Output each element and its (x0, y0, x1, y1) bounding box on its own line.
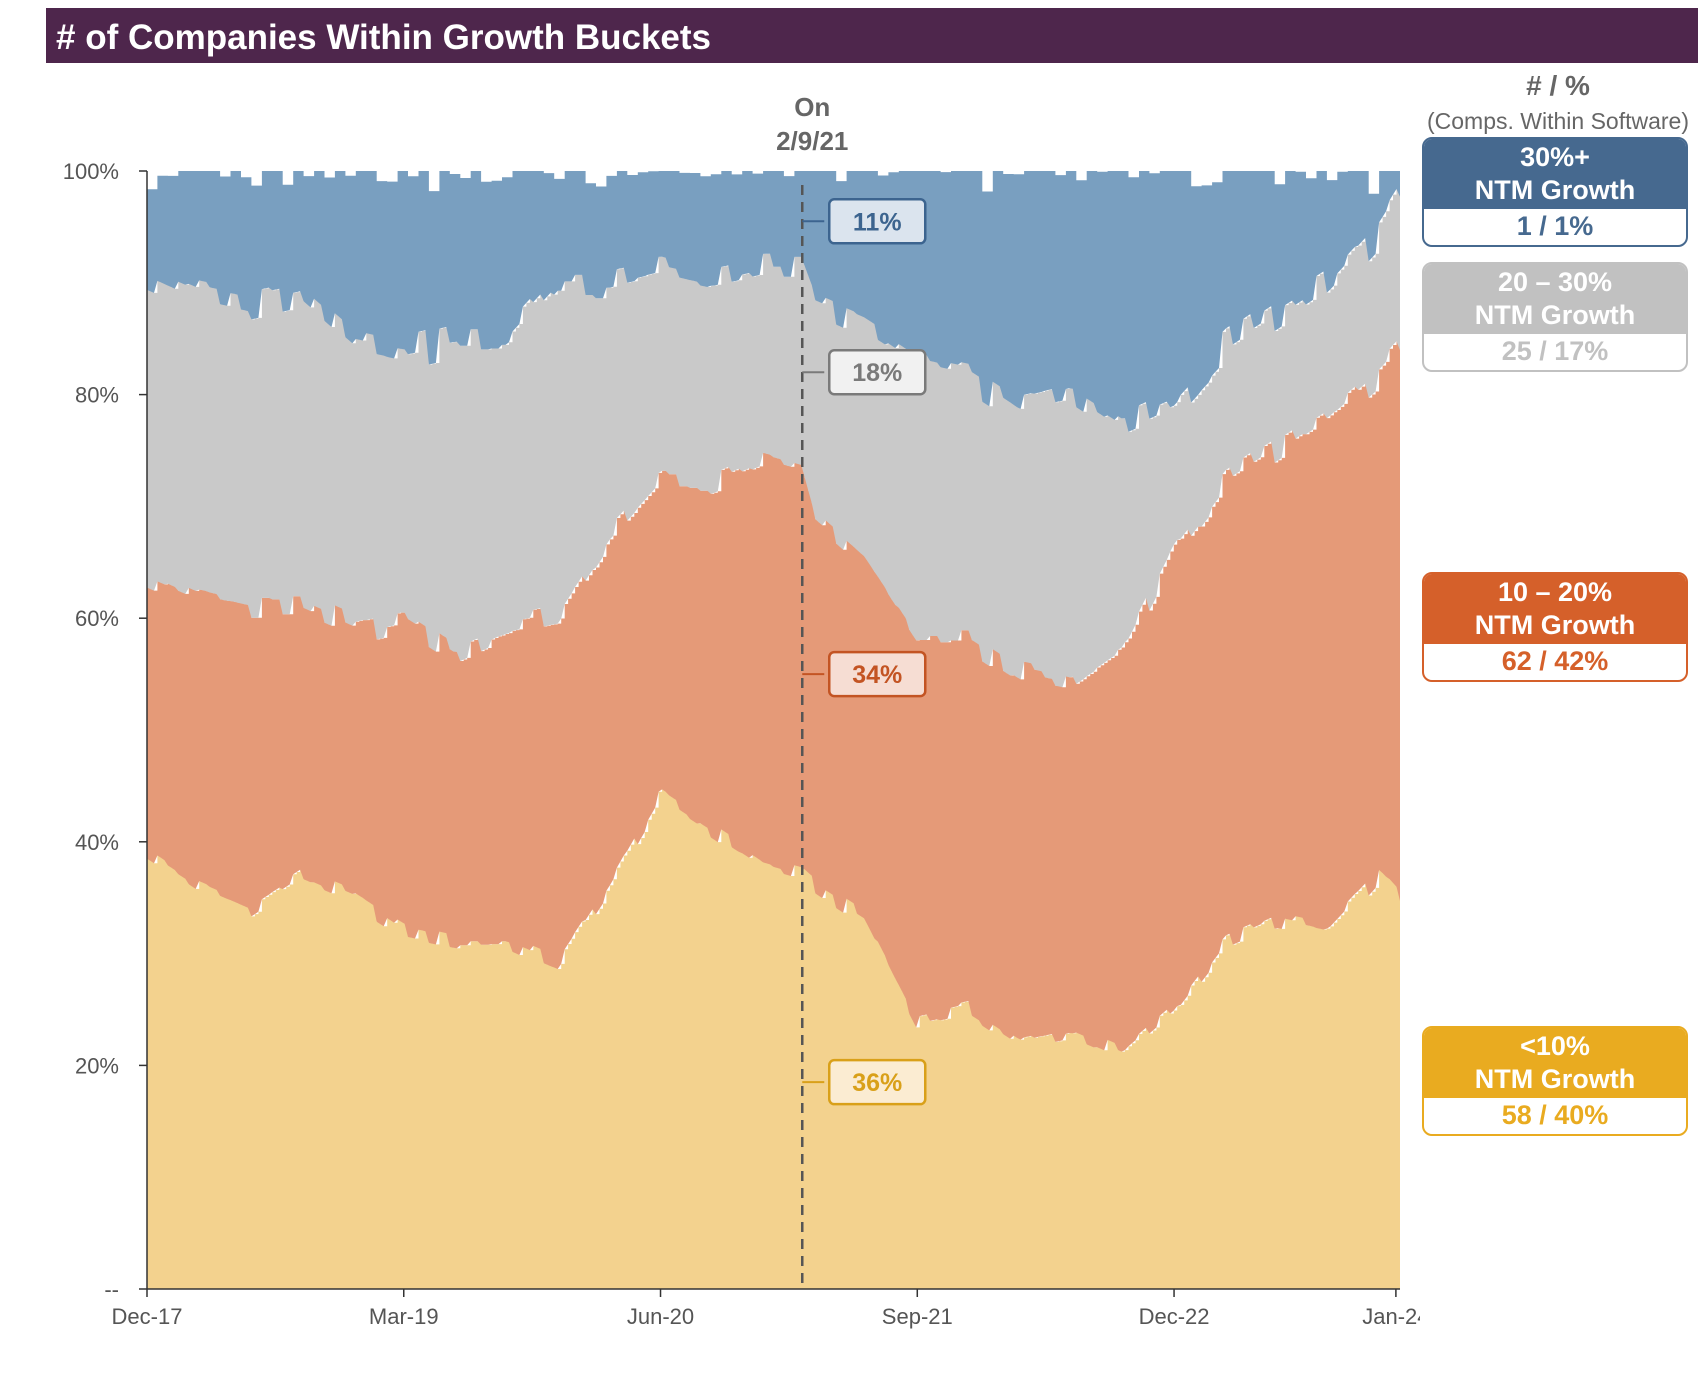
chart-title: # of Companies Within Growth Buckets (56, 18, 712, 57)
annotation-line1: On (794, 92, 830, 122)
callout-30plus-label: 11% (853, 208, 902, 236)
legend-label-line2: NTM Growth (1474, 610, 1636, 640)
legend-value-30plus: 1 / 1% (1516, 211, 1594, 241)
x-tick-label: Sep-21 (882, 1304, 953, 1329)
legend-box-30plus: 30%+ NTM Growth 1 / 1% (1422, 137, 1688, 247)
callout-20-30-box (828, 348, 927, 396)
legend-label-line1: 10 – 20% (1497, 577, 1613, 607)
legend-label-line1: 30%+ (1520, 142, 1590, 172)
legend-header-title: # / % (1526, 70, 1590, 101)
legend-top-30plus: 30%+ NTM Growth (1424, 139, 1686, 209)
legend-label-line1: <10% (1520, 1031, 1590, 1061)
x-tick-label: Jun-20 (627, 1304, 694, 1329)
callout-10-20-label: 34% (852, 661, 902, 689)
x-tick-label: Mar-19 (369, 1304, 439, 1329)
area-under10 (147, 789, 1400, 1289)
y-tick-label: 40% (75, 830, 119, 855)
legend-top-10-20: 10 – 20% NTM Growth (1424, 574, 1686, 644)
legend-box-20-30: 20 – 30% NTM Growth 25 / 17% (1422, 262, 1688, 372)
area-10-20 (147, 341, 1400, 1052)
y-tick-label: 20% (75, 1053, 119, 1078)
callout-under10-box (828, 1058, 927, 1106)
legend-box-10-20: 10 – 20% NTM Growth 62 / 42% (1422, 572, 1688, 682)
callout-20-30-label: 18% (852, 359, 902, 387)
x-tick-label: Jan-24 (1362, 1304, 1420, 1329)
annotation-line2: 2/9/21 (776, 126, 848, 156)
y-tick-label: 100% (63, 159, 119, 184)
legend-header-subtitle: (Comps. Within Software) (1426, 108, 1689, 134)
legend-top-under10: <10% NTM Growth (1424, 1028, 1686, 1098)
legend-label-line2: NTM Growth (1474, 300, 1636, 330)
legend-top-20-30: 20 – 30% NTM Growth (1424, 264, 1686, 334)
chart-plot: -- 20% 40% 60% 80% 100% Dec-17 Mar-19 Jun-20 Sep-… (63, 92, 1420, 1329)
title-bar: # of Companies Within Growth Buckets (46, 8, 1698, 63)
legend-label-line2: NTM Growth (1474, 1064, 1636, 1094)
legend-value-10-20: 62 / 42% (1501, 646, 1609, 676)
legend-label-line2: NTM Growth (1474, 175, 1636, 205)
x-tick-label: Dec-22 (1139, 1304, 1210, 1329)
area-20-30 (147, 189, 1400, 688)
area-30plus (147, 171, 1400, 432)
legend-label-line1: 20 – 30% (1497, 267, 1613, 297)
y-tick-label: 60% (75, 606, 119, 631)
legend-value-under10: 58 / 40% (1501, 1100, 1609, 1130)
y-tick-label: -- (104, 1277, 119, 1302)
callout-10-20-box (828, 650, 927, 698)
x-tick-label: Dec-17 (112, 1304, 183, 1329)
callout-30plus-box (828, 198, 927, 245)
callout-under10-label: 36% (852, 1069, 902, 1097)
y-tick-label: 80% (75, 383, 119, 408)
legend-box-under10: <10% NTM Growth 58 / 40% (1422, 1026, 1688, 1136)
legend-value-20-30: 25 / 17% (1501, 336, 1609, 366)
